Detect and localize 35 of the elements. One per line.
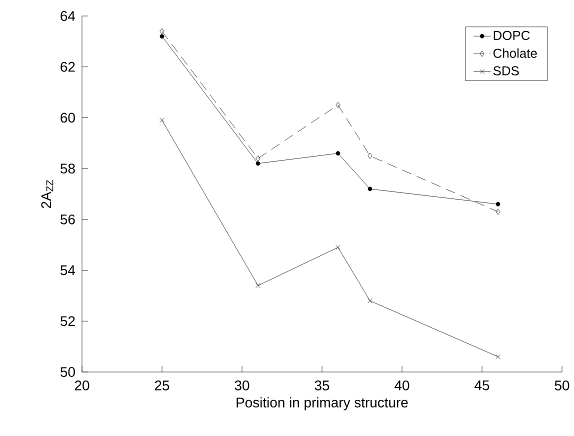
legend-label: DOPC xyxy=(494,30,530,40)
point xyxy=(256,283,260,288)
point xyxy=(160,34,164,39)
x-tick-label: 20 xyxy=(74,380,90,390)
legend-label: SDS xyxy=(493,66,519,76)
x-tick-label: 50 xyxy=(554,380,570,390)
point xyxy=(336,244,340,250)
x-tick-label: 25 xyxy=(154,380,170,390)
x-tick-label: 40 xyxy=(394,380,410,390)
y-tick-label: 54 xyxy=(60,265,76,276)
point xyxy=(160,118,164,123)
point xyxy=(336,102,340,108)
y-tick-label: 58 xyxy=(60,164,75,174)
point xyxy=(336,151,340,156)
y-tick-label: 60 xyxy=(60,112,75,123)
x-tick-label: 45 xyxy=(474,380,490,390)
y-axis-title: 2A$_{ZZ}$ xyxy=(41,180,54,208)
point xyxy=(496,354,500,360)
point xyxy=(368,152,372,159)
x-tick-label: 30 xyxy=(234,380,250,390)
point xyxy=(160,28,164,34)
x-axis-title: Position in primary structure xyxy=(236,397,408,410)
y-tick-label: 56 xyxy=(60,214,75,224)
point xyxy=(256,155,260,162)
y-tick-label: 64 xyxy=(60,11,76,21)
y-tick-label: 62 xyxy=(60,62,75,72)
y-tick-label: 50 xyxy=(60,367,75,377)
x-tick-label: 35 xyxy=(314,380,330,390)
point xyxy=(496,208,500,215)
point xyxy=(496,202,500,206)
y-tick-label: 52 xyxy=(60,316,75,326)
point xyxy=(368,186,372,192)
point xyxy=(368,298,372,304)
legend-label: Cholate xyxy=(493,48,537,58)
point xyxy=(256,161,260,166)
